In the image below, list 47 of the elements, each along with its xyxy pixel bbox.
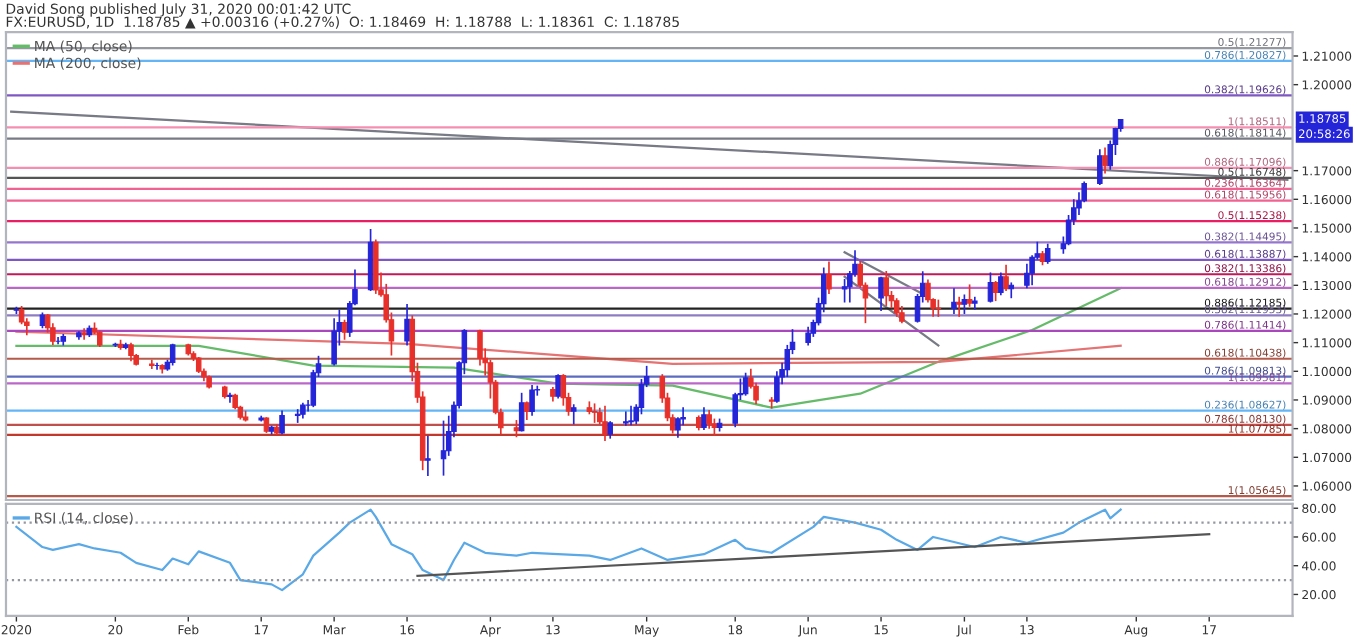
- candlestick: [826, 260, 832, 295]
- candlestick: [951, 287, 957, 315]
- candlestick: [570, 403, 577, 426]
- candlestick: [768, 396, 775, 410]
- candlestick: [1097, 148, 1103, 186]
- candlestick: [331, 317, 337, 367]
- candlestick: [1044, 242, 1051, 265]
- candlestick: [805, 326, 811, 347]
- line-series: [15, 508, 1122, 592]
- candlestick: [1024, 262, 1030, 290]
- candlestick: [425, 434, 431, 477]
- candlestick: [961, 293, 968, 315]
- candlestick: [623, 410, 629, 427]
- candlestick: [706, 409, 712, 430]
- candlestick: [1008, 281, 1015, 300]
- candlestick: [998, 271, 1004, 297]
- candlestick: [227, 391, 233, 404]
- candlestick: [518, 391, 525, 433]
- candlestick: [774, 370, 780, 404]
- candlestick: [591, 402, 598, 424]
- candlestick: [367, 228, 374, 292]
- candlestick: [524, 400, 530, 421]
- candlestick: [878, 275, 884, 312]
- candlestick: [440, 419, 447, 477]
- candlestick: [628, 404, 634, 427]
- candlestick: [956, 295, 962, 318]
- line-series: [15, 287, 1122, 409]
- candlestick: [555, 373, 561, 400]
- candlestick: [841, 278, 848, 304]
- candlestick: [987, 271, 994, 304]
- candlestick: [128, 341, 134, 363]
- candlestick: [50, 322, 56, 346]
- candlestick: [893, 297, 900, 318]
- candlestick: [529, 384, 535, 417]
- candlestick: [602, 404, 608, 442]
- candlestick: [1003, 263, 1009, 292]
- candlestick: [966, 283, 973, 308]
- candlestick: [883, 270, 890, 307]
- candlestick: [294, 408, 301, 424]
- candlestick: [992, 280, 999, 302]
- candlestick: [701, 406, 707, 431]
- candlestick: [341, 318, 348, 341]
- candlestick: [81, 327, 87, 341]
- candlestick: [373, 238, 379, 295]
- candlestick: [404, 303, 410, 347]
- candlestick: [742, 371, 749, 397]
- candlestick: [1102, 146, 1108, 175]
